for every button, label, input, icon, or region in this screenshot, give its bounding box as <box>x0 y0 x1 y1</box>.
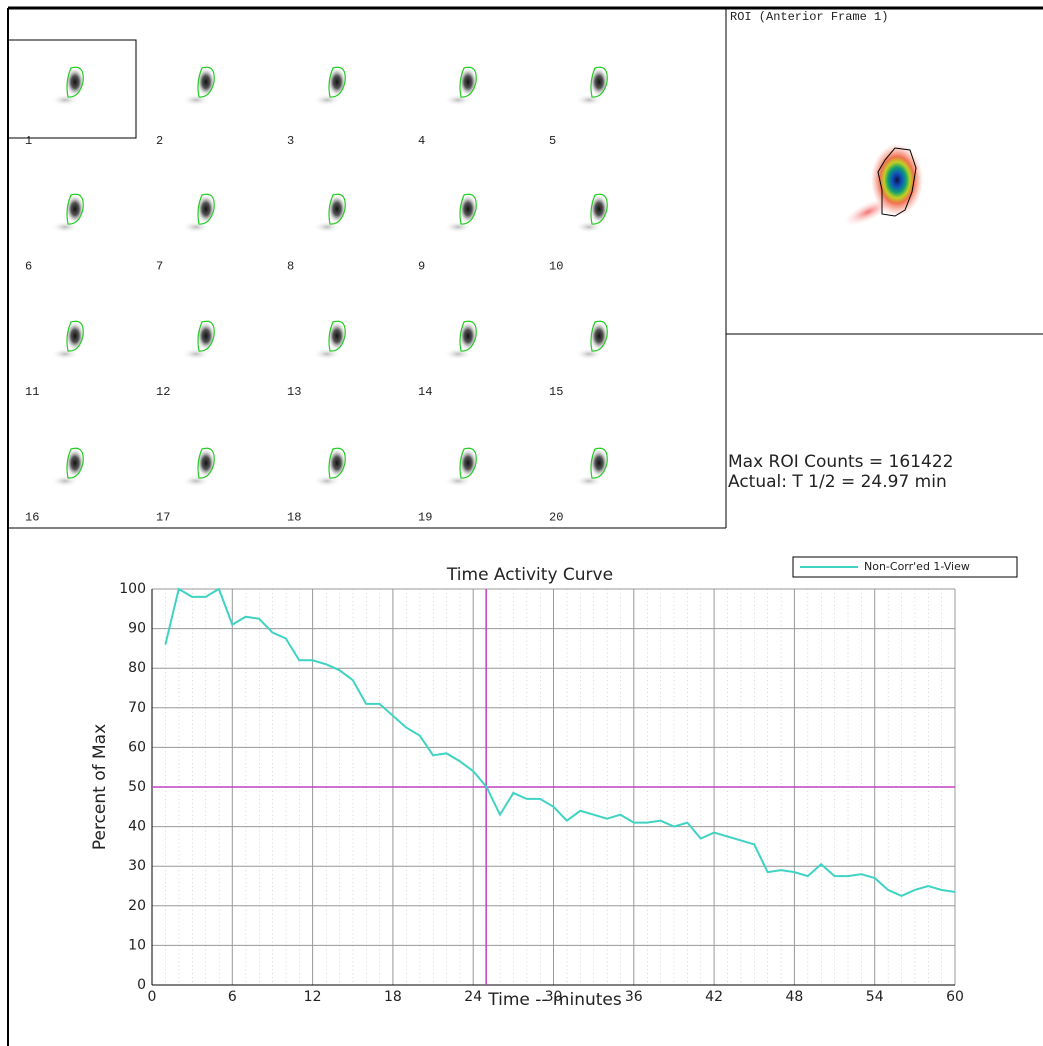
x-tick-label: 0 <box>148 989 157 1005</box>
roi-outline <box>590 447 608 479</box>
roi-outline <box>590 193 608 225</box>
blob <box>66 68 84 96</box>
y-tick-label: 70 <box>128 700 146 716</box>
roi-outline <box>66 66 84 98</box>
y-tick-label: 50 <box>128 779 146 795</box>
frame-label: 8 <box>287 260 294 274</box>
frame-label: 9 <box>418 260 425 274</box>
roi-outline <box>66 320 84 352</box>
y-tick-label: 90 <box>128 621 146 637</box>
blob <box>590 449 608 477</box>
frame-label: 5 <box>549 134 556 148</box>
x-tick-label: 48 <box>785 989 803 1005</box>
blob <box>66 195 84 223</box>
x-tick-label: 24 <box>464 989 482 1005</box>
roi-outline <box>328 66 346 98</box>
frame-label: 4 <box>418 134 425 148</box>
blob <box>328 449 346 477</box>
blob <box>66 449 84 477</box>
roi-outline <box>197 66 215 98</box>
blob <box>590 68 608 96</box>
frame-label: 20 <box>549 511 563 525</box>
frame-label: 13 <box>287 385 301 399</box>
chart-title: Time Activity Curve <box>446 565 613 585</box>
y-tick-label: 40 <box>128 819 146 835</box>
roi-panel: ROI (Anterior Frame 1) <box>726 10 1043 335</box>
x-tick-label: 60 <box>946 989 964 1005</box>
roi-title: ROI (Anterior Frame 1) <box>730 10 888 24</box>
blob <box>328 195 346 223</box>
blob <box>197 68 215 96</box>
frame-label: 15 <box>549 385 563 399</box>
data-line <box>164 587 956 897</box>
roi-outline <box>459 447 477 479</box>
roi-outline <box>590 66 608 98</box>
blob <box>197 322 215 350</box>
x-tick-label: 18 <box>384 989 402 1005</box>
blob <box>459 449 477 477</box>
blob <box>459 68 477 96</box>
x-tick-label: 36 <box>625 989 643 1005</box>
roi-outline <box>66 193 84 225</box>
x-tick-label: 6 <box>228 989 237 1005</box>
y-tick-label: 10 <box>128 937 146 953</box>
blob <box>328 68 346 96</box>
roi-outline <box>197 447 215 479</box>
chart: Time Activity Curve Time -- minutes Perc… <box>90 556 1018 1010</box>
roi-outline <box>459 193 477 225</box>
frame-label: 11 <box>25 385 39 399</box>
frame-label: 14 <box>418 385 432 399</box>
x-tick-label: 42 <box>705 989 723 1005</box>
roi-outline <box>328 320 346 352</box>
roi-outline <box>459 320 477 352</box>
blob <box>197 195 215 223</box>
max-counts: Max ROI Counts = 161422 <box>728 452 953 472</box>
blob <box>590 195 608 223</box>
frame-label: 3 <box>287 134 294 148</box>
frame-label: 12 <box>156 385 170 399</box>
frame-label: 17 <box>156 511 170 525</box>
x-tick-label: 30 <box>545 989 563 1005</box>
x-tick-label: 12 <box>304 989 322 1005</box>
legend <box>792 556 1018 578</box>
frame-label: 16 <box>25 511 39 525</box>
frame-label: 19 <box>418 511 432 525</box>
blob <box>197 449 215 477</box>
blob <box>66 322 84 350</box>
roi-outline <box>197 193 215 225</box>
y-tick-label: 60 <box>128 739 146 755</box>
blob <box>459 322 477 350</box>
roi-outline <box>590 320 608 352</box>
roi-outline <box>328 193 346 225</box>
legend-label: Non-Corr'ed 1-View <box>864 560 970 573</box>
frame-label: 7 <box>156 260 163 274</box>
y-tick-label: 20 <box>128 898 146 914</box>
blob <box>328 322 346 350</box>
blob <box>590 322 608 350</box>
roi-outline <box>197 320 215 352</box>
roi-outline <box>328 447 346 479</box>
frame-label: 1 <box>25 134 32 148</box>
roi-outline <box>66 447 84 479</box>
stats: Max ROI Counts = 161422 Actual: T 1/2 = … <box>728 452 953 492</box>
half-time: Actual: T 1/2 = 24.97 min <box>728 472 947 492</box>
y-tick-label: 0 <box>137 977 146 993</box>
x-tick-label: 54 <box>866 989 884 1005</box>
frame-label: 2 <box>156 134 163 148</box>
y-tick-label: 100 <box>119 581 146 597</box>
roi-outline <box>459 66 477 98</box>
y-tick-label: 30 <box>128 858 146 874</box>
y-tick-label: 80 <box>128 660 146 676</box>
x-axis-label: Time -- minutes <box>487 990 622 1010</box>
frame-label: 10 <box>549 260 563 274</box>
frame-label: 18 <box>287 511 301 525</box>
frame-label: 6 <box>25 260 32 274</box>
y-axis-label: Percent of Max <box>90 724 110 850</box>
blob <box>459 195 477 223</box>
